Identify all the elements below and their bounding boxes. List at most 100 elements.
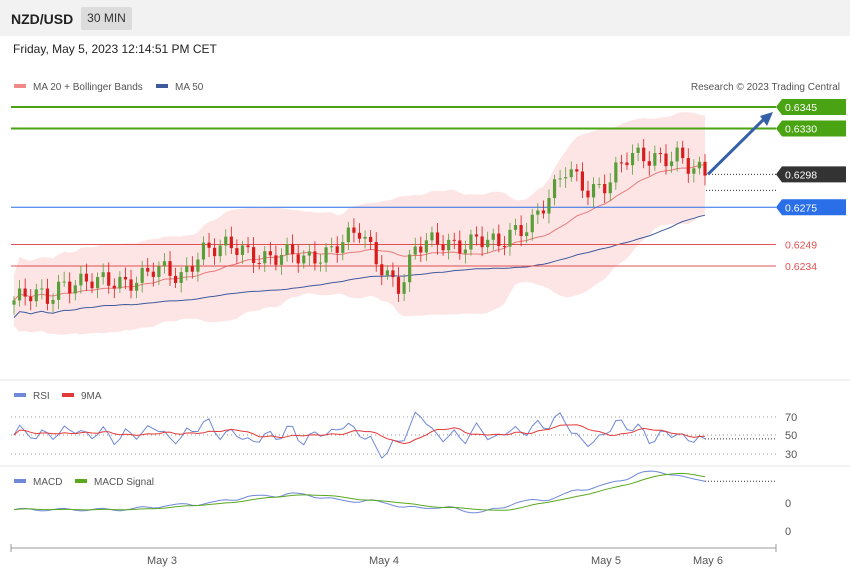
candle-body <box>268 251 272 256</box>
candle-body <box>614 162 618 183</box>
candle-body <box>597 184 601 186</box>
candle-body <box>201 242 206 260</box>
candle-body <box>413 246 417 255</box>
candle-body <box>56 281 61 300</box>
candle-body <box>23 288 27 297</box>
ma20-line <box>13 164 706 301</box>
rsi-line <box>13 411 706 460</box>
candle-body <box>263 251 267 264</box>
candle-body <box>285 244 289 255</box>
candle-body <box>452 239 456 241</box>
candle-body <box>686 158 690 174</box>
candle-body <box>552 179 557 199</box>
ma20-legend-swatch <box>14 84 26 88</box>
candle-body <box>564 177 568 179</box>
ma20-legend-label: MA 20 + Bollinger Bands <box>33 82 143 93</box>
candle-body <box>441 244 445 251</box>
candle-body <box>90 281 94 289</box>
candle-body <box>196 259 200 272</box>
support-label-0.6234: 0.6234 <box>785 261 817 273</box>
candle-body <box>302 255 306 264</box>
candle-body <box>129 279 133 291</box>
candle-body <box>642 147 646 162</box>
rsi-legend-label: RSI <box>33 391 50 402</box>
candle-body <box>218 245 222 257</box>
candle-body <box>140 267 144 283</box>
candle-body <box>536 210 540 215</box>
candle-body <box>519 225 523 237</box>
candle-body <box>162 261 167 267</box>
candle-body <box>279 254 284 265</box>
macd-signal-legend-swatch <box>75 479 87 483</box>
candle-body <box>508 229 512 247</box>
macd-axis-bottom: 0 <box>785 526 791 538</box>
candle-body <box>530 214 534 233</box>
candle-body <box>591 184 596 198</box>
candle-body <box>207 242 211 248</box>
x-tick-label-may3: May 3 <box>147 555 177 567</box>
candle-body <box>502 245 506 247</box>
candle-body <box>619 162 624 164</box>
x-axis-ticks <box>10 544 777 552</box>
candle-body <box>525 232 529 237</box>
timeframe-badge[interactable]: 30 MIN <box>81 7 132 30</box>
candle-body <box>357 232 362 239</box>
candle-body <box>636 147 640 153</box>
x-tick-label-may4: May 4 <box>369 555 399 567</box>
candle-body <box>112 285 116 289</box>
candle-body <box>474 234 479 237</box>
macd-legend-swatch <box>14 479 26 483</box>
candle-body <box>447 239 451 251</box>
candle-body <box>396 277 401 294</box>
candle-body <box>391 270 395 278</box>
candle-body <box>547 198 551 214</box>
candle-body <box>513 225 518 230</box>
candle-body <box>658 153 663 155</box>
candle-body <box>134 282 139 291</box>
candle-body <box>369 236 373 242</box>
resistance-label-0.6330: 0.6330 <box>785 123 817 135</box>
candle-body <box>17 288 22 301</box>
candle-body <box>469 234 473 250</box>
candle-body <box>185 266 189 273</box>
x-tick-label-may5: May 5 <box>591 555 621 567</box>
candle-body <box>341 242 345 253</box>
candle-body <box>34 289 38 302</box>
resistance-tag-0.6345 <box>776 99 846 115</box>
rsi-gridlines <box>11 416 776 455</box>
candle-body <box>146 267 150 272</box>
candle-body <box>179 272 183 283</box>
candle-body <box>497 233 501 246</box>
candle-body <box>491 233 495 240</box>
candle-body <box>630 152 635 166</box>
pivot-tag-0.6275 <box>776 199 846 216</box>
candle-body <box>424 240 428 253</box>
candle-body <box>385 270 389 276</box>
candle-body <box>346 227 350 243</box>
candle-body <box>330 246 334 248</box>
candle-body <box>363 236 367 239</box>
forecast-arrow-shaft <box>706 116 767 176</box>
timestamp: Friday, May 5, 2023 12:14:51 PM CET <box>13 42 217 56</box>
candle-body <box>229 236 233 249</box>
resistance-tag-0.6330 <box>776 120 846 137</box>
chart-header: NZD/USD 30 MIN <box>0 0 850 36</box>
rsi-ma-legend-swatch <box>62 393 74 397</box>
candle-body <box>558 178 562 180</box>
macd-signal-legend-label: MACD Signal <box>94 477 154 488</box>
candle-body <box>213 247 217 257</box>
candle-body <box>541 210 545 214</box>
macd-lines <box>13 470 776 514</box>
moving-averages <box>13 164 706 318</box>
candle-body <box>79 273 83 286</box>
resistance-label-0.6345: 0.6345 <box>785 102 817 114</box>
candle-body <box>435 232 440 245</box>
candle-body <box>575 169 579 172</box>
candle-body <box>101 272 105 278</box>
candle-body <box>107 272 111 286</box>
current-tag-0.6298 <box>776 166 846 183</box>
candle-body <box>29 296 33 302</box>
current-label-0.6298: 0.6298 <box>785 169 817 181</box>
candle-body <box>664 153 668 167</box>
